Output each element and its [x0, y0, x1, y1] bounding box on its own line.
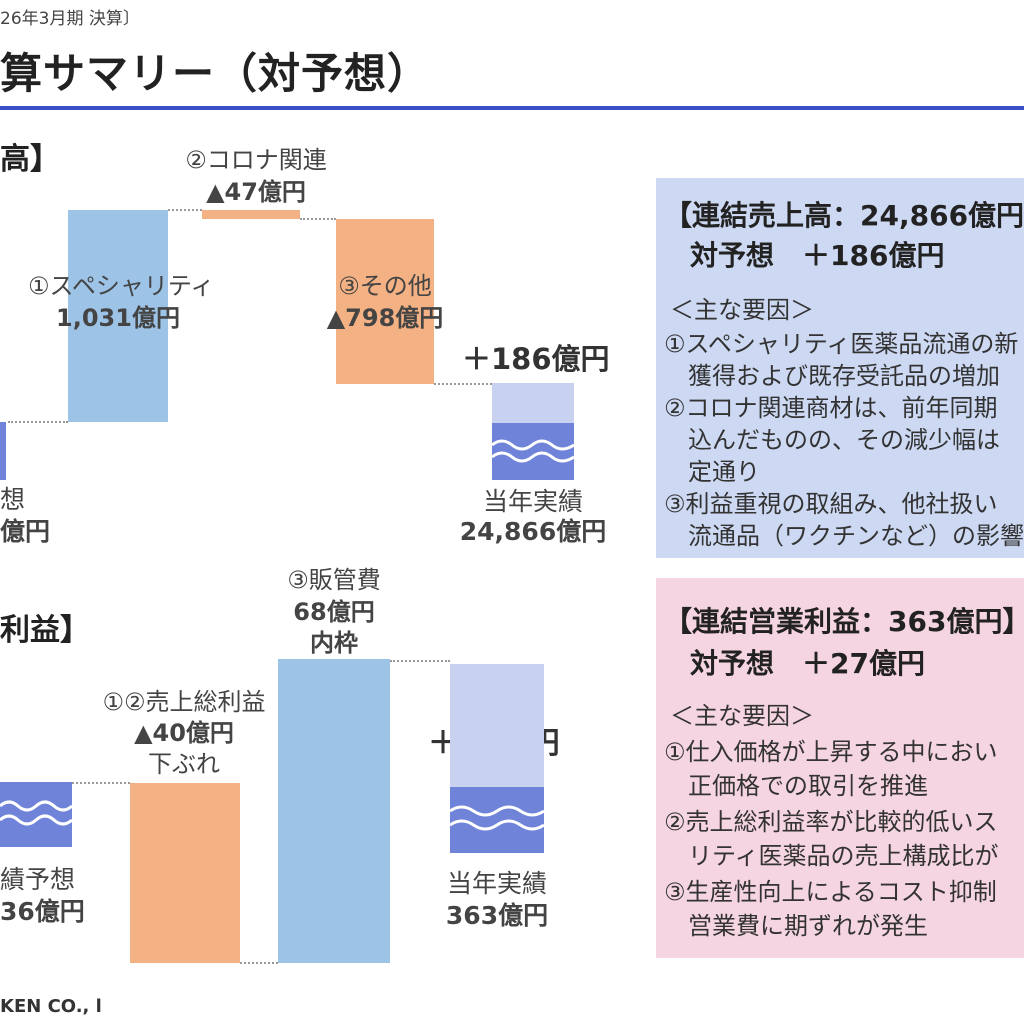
- step-value-other: ▲798億円: [326, 304, 444, 332]
- result-wave-block: [450, 787, 544, 853]
- connector: [300, 218, 336, 220]
- box-heading: 【連結売上高：24,866億円: [664, 199, 1024, 232]
- connector: [434, 383, 492, 385]
- connector: [72, 782, 130, 784]
- step-value-covid: ▲47億円: [206, 178, 306, 206]
- end-label-line1: 当年実績: [446, 869, 547, 898]
- factor-line: 獲得および既存受託品の増加: [664, 362, 1000, 390]
- wave-icon: [450, 805, 544, 831]
- profit-summary-box: 【連結営業利益：363億円】 対予想 ＋27億円 ＜主な要因＞ ①仕入価格が上昇…: [656, 578, 1024, 958]
- factor-line: ①仕入価格が上昇する中におい: [664, 738, 998, 766]
- factor-line: リティ医薬品の売上構成比が: [664, 842, 999, 870]
- step-value-gross-profit: ▲40億円: [134, 719, 234, 747]
- factor-line: ②コロナ関連商材は、前年同期: [664, 394, 998, 422]
- step-value-sga: 68億円: [293, 598, 375, 626]
- factor-line: 正価格での取引を推進: [664, 772, 928, 800]
- start-wave-block: [0, 782, 72, 847]
- title-rule: [0, 106, 1024, 110]
- box-factors-title: ＜主な要因＞: [670, 702, 814, 730]
- box-factors-title: ＜主な要因＞: [670, 296, 814, 324]
- factor-line: 込んだものの、その減少幅は: [664, 426, 1000, 454]
- wave-icon: [0, 800, 72, 826]
- box-vs-forecast: 対予想 ＋186億円: [690, 239, 945, 272]
- factor-line: ①スペシャリティ医薬品流通の新: [664, 330, 1019, 358]
- factor-line: 定通り: [664, 458, 760, 486]
- step-name-other: ③その他: [338, 272, 432, 300]
- factor-line: ②売上総利益率が比較的低いス: [664, 808, 998, 836]
- step-name-gross-profit: ①②売上総利益: [102, 688, 266, 716]
- footer-company: KEN CO., l: [0, 996, 102, 1017]
- step-note-gross-profit: 下ぶれ: [148, 750, 220, 778]
- connector: [390, 660, 450, 662]
- chart-title: 高】: [0, 142, 60, 177]
- step-bar-sga: [278, 659, 390, 963]
- result-wave-block: [492, 423, 574, 480]
- connector: [8, 421, 68, 423]
- start-label-line2: 36億円: [0, 897, 85, 926]
- factor-line: ③生産性向上によるコスト抑制: [664, 878, 997, 906]
- factor-line: ③利益重視の取組み、他社扱い: [664, 490, 998, 518]
- end-label-line1: 当年実績: [482, 487, 583, 516]
- step-name-specialty: ①スペシャリティ: [28, 272, 215, 300]
- box-heading: 【連結営業利益：363億円】: [664, 605, 1024, 638]
- diff-label: ＋186億円: [462, 342, 610, 376]
- end-label-line2: 363億円: [445, 901, 549, 930]
- start-label-line1: 績予想: [0, 865, 76, 894]
- period-label: 26年3月期 決算〕: [0, 9, 140, 29]
- step-name-covid: ②コロナ関連: [185, 146, 327, 174]
- step-bar-covid: [202, 210, 300, 219]
- page-title: 算サマリー（対予想）: [0, 49, 431, 98]
- step-bar-gross-profit: [130, 783, 240, 963]
- step-note-sga: 内枠: [310, 629, 358, 657]
- step-value-specialty: 1,031億円: [56, 304, 180, 332]
- result-diff-segment: [450, 664, 544, 787]
- step-name-sga: ③販管費: [287, 566, 381, 594]
- start-label-line1: 想: [0, 485, 26, 514]
- sales-summary-box: 【連結売上高：24,866億円 対予想 ＋186億円 ＜主な要因＞ ①スペシャリ…: [656, 178, 1024, 558]
- chart-title: 利益】: [0, 613, 90, 648]
- step-bar-other: [336, 219, 434, 384]
- result-diff-segment: [492, 383, 574, 423]
- connector: [168, 209, 202, 211]
- wave-icon: [492, 439, 574, 463]
- start-bar: [0, 422, 6, 480]
- factor-line: 流通品（ワクチンなど）の影響: [664, 522, 1024, 550]
- start-label-line2: 億円: [0, 517, 51, 546]
- end-label-line2: 24,866億円: [459, 517, 607, 546]
- connector: [240, 962, 278, 964]
- step-bar-specialty: [68, 210, 168, 422]
- factor-line: 営業費に期ずれが発生: [664, 912, 928, 940]
- box-vs-forecast: 対予想 ＋27億円: [690, 647, 925, 680]
